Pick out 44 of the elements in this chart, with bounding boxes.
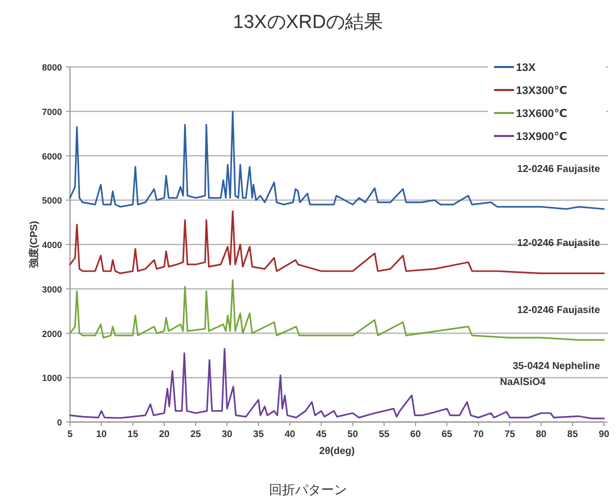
annotation: 12-0246 Faujasite: [517, 305, 600, 316]
x-tick-label: 35: [253, 429, 264, 440]
legend-label: 13X300℃: [516, 85, 568, 97]
x-tick-label: 40: [284, 429, 296, 440]
text: 回折パターン: [269, 482, 347, 497]
line-series: [69, 279, 605, 341]
line-series: [69, 348, 605, 420]
chart-title: 13XのXRDの結果: [233, 12, 383, 33]
annotation: NaAlSiO4: [500, 377, 546, 388]
y-tick-label: 5000: [42, 196, 62, 206]
legend-label: 13X900℃: [516, 131, 568, 143]
y-tick-label: 1000: [42, 373, 62, 384]
x-tick-label: 15: [128, 429, 139, 440]
x-tick-label: 5: [67, 429, 74, 440]
y-tick-label: 0: [56, 418, 62, 428]
x-tick-label: 65: [442, 429, 453, 440]
y-tick-label: 8000: [42, 62, 62, 72]
y-tick-label: 6000: [42, 151, 62, 162]
x-tick-label: 55: [378, 429, 390, 440]
legend-label: 13X: [516, 62, 536, 74]
y-tick-label: 3000: [42, 284, 62, 294]
annotation: 12-0246 Faujasite: [517, 238, 600, 249]
x-tick-label: 20: [158, 429, 170, 440]
x-axis-title: 2θ(deg): [319, 446, 355, 457]
x-tick-label: 75: [504, 429, 516, 440]
y-axis-title: 強度(CPS): [28, 220, 40, 268]
x-tick-label: 85: [567, 429, 579, 440]
y-tick-label: 2000: [42, 328, 62, 339]
line-series: [69, 110, 605, 210]
line-series: [69, 210, 605, 274]
y-tick-label: 4000: [42, 240, 62, 250]
annotation: 12-0246 Faujasite: [517, 164, 600, 175]
x-tick-label: 10: [96, 429, 107, 440]
x-tick-label: 50: [347, 429, 358, 440]
y-tick-label: 7000: [42, 106, 62, 117]
x-tick-label: 70: [473, 429, 484, 440]
x-tick-label: 90: [598, 429, 610, 440]
x-tick-label: 80: [536, 429, 546, 440]
x-tick-label: 60: [410, 429, 421, 440]
x-tick-label: 30: [222, 429, 232, 440]
x-tick-label: 45: [316, 429, 328, 440]
x-tick-label: 25: [190, 429, 202, 440]
annotation: 35-0424 Nepheline: [512, 361, 600, 372]
legend-label: 13X600℃: [516, 108, 568, 120]
